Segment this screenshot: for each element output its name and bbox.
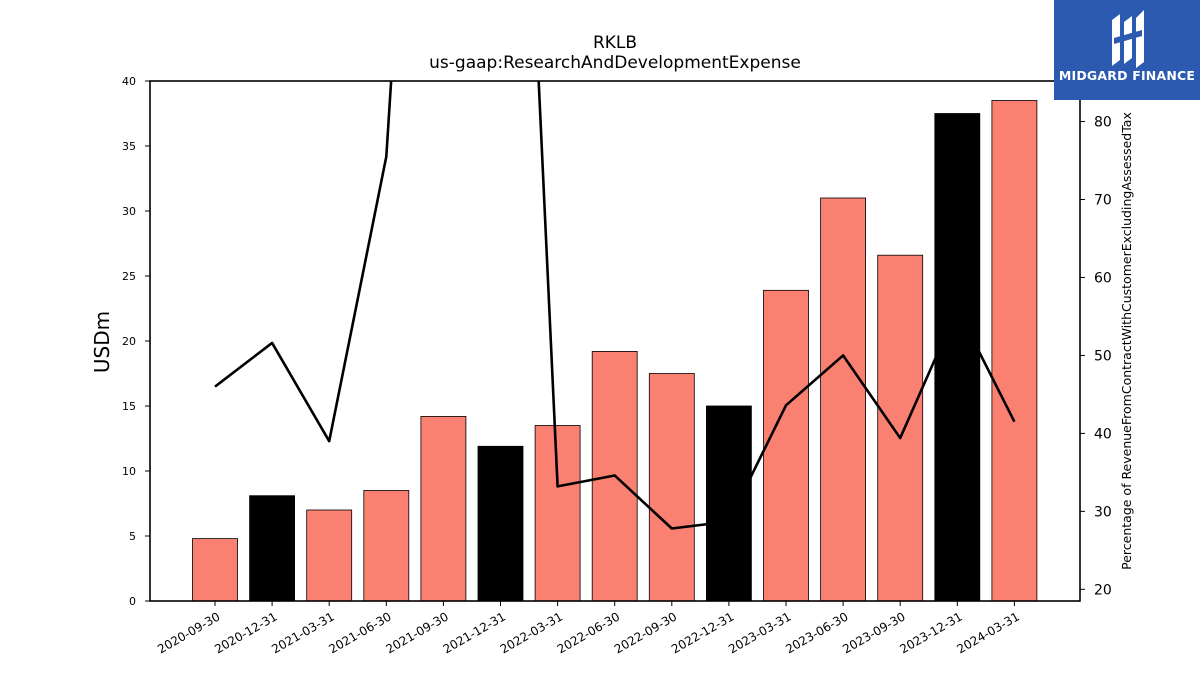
- x-tick-label: 2021-09-30: [383, 609, 450, 656]
- x-tick-label: 2021-03-31: [269, 609, 336, 656]
- y-tick-label: 15: [122, 400, 136, 413]
- bar-series: [192, 100, 1038, 602]
- y2-tick-label: 30: [1094, 504, 1112, 520]
- y2-tick-label: 70: [1094, 193, 1112, 209]
- y2-tick-label: 60: [1094, 270, 1112, 286]
- chart-subtitle: us-gaap:ResearchAndDevelopmentExpense: [429, 53, 801, 73]
- y-tick-label: 20: [122, 335, 136, 348]
- bar-2022-12-31: [706, 405, 752, 602]
- x-tick-label: 2023-06-30: [783, 609, 850, 656]
- bar-2022-09-30: [648, 373, 695, 602]
- chart-title: RKLB: [593, 33, 637, 53]
- bar-2023-06-30: [820, 197, 866, 602]
- y-tick-label: 30: [122, 205, 136, 218]
- bar-2020-09-30: [192, 538, 238, 602]
- bar-2024-03-31: [991, 100, 1038, 602]
- y2-tick-label: 50: [1094, 348, 1112, 364]
- bar-2021-03-31: [306, 509, 353, 602]
- bar-2023-09-30: [877, 254, 924, 602]
- percentage-line: [214, 81, 1016, 530]
- x-tick-label: 2021-06-30: [326, 609, 393, 656]
- bar-2022-03-31: [534, 425, 581, 602]
- y-axis-label: USDm: [90, 311, 114, 373]
- y-tick-label: 5: [129, 530, 136, 543]
- y2-tick-label: 20: [1094, 582, 1112, 598]
- bar-2021-12-31: [477, 445, 524, 602]
- line-series: [214, 81, 1016, 530]
- bar-2021-06-30: [363, 490, 410, 602]
- y2-tick-label: 80: [1094, 115, 1112, 131]
- bar-2023-03-31: [763, 289, 809, 602]
- x-tick-label: 2022-09-30: [612, 609, 679, 656]
- x-tick-label: 2022-12-31: [669, 609, 736, 656]
- brand-logo: MIDGARD FINANCE: [1054, 0, 1200, 100]
- bar-2021-09-30: [420, 415, 467, 602]
- y2-axis-label: Percentage of RevenueFromContractWithCus…: [1119, 112, 1134, 570]
- x-tick-label: 2023-09-30: [840, 609, 907, 656]
- right-y-axis: 20 30 40 50 60 70 80: [1080, 115, 1112, 598]
- x-tick-label: 2020-12-31: [212, 609, 279, 656]
- x-axis: 2020-09-302020-12-312021-03-312021-06-30…: [155, 601, 1022, 656]
- x-tick-label: 2022-06-30: [555, 609, 622, 656]
- y-tick-label: 35: [122, 140, 136, 153]
- x-tick-label: 2021-12-31: [441, 609, 508, 656]
- y-tick-label: 40: [122, 75, 136, 88]
- y-tick-label: 25: [122, 270, 136, 283]
- x-tick-label: 2023-03-31: [726, 609, 793, 656]
- x-tick-label: 2022-03-31: [498, 609, 565, 656]
- x-tick-label: 2020-09-30: [155, 609, 222, 656]
- y-tick-label: 10: [122, 465, 136, 478]
- logo-mark-icon: [1112, 10, 1144, 68]
- left-y-axis: 0 5 10 15 20 25 30 35 40: [122, 75, 150, 608]
- logo-text: MIDGARD FINANCE: [1058, 68, 1196, 83]
- y-tick-label: 0: [129, 595, 136, 608]
- bar-2023-12-31: [934, 113, 981, 602]
- bar-2020-12-31: [249, 495, 296, 602]
- x-tick-label: 2023-12-31: [897, 609, 964, 656]
- y2-tick-label: 40: [1094, 426, 1112, 442]
- x-tick-label: 2024-03-31: [954, 609, 1021, 656]
